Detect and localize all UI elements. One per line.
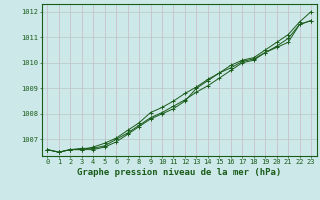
X-axis label: Graphe pression niveau de la mer (hPa): Graphe pression niveau de la mer (hPa) — [77, 168, 281, 177]
